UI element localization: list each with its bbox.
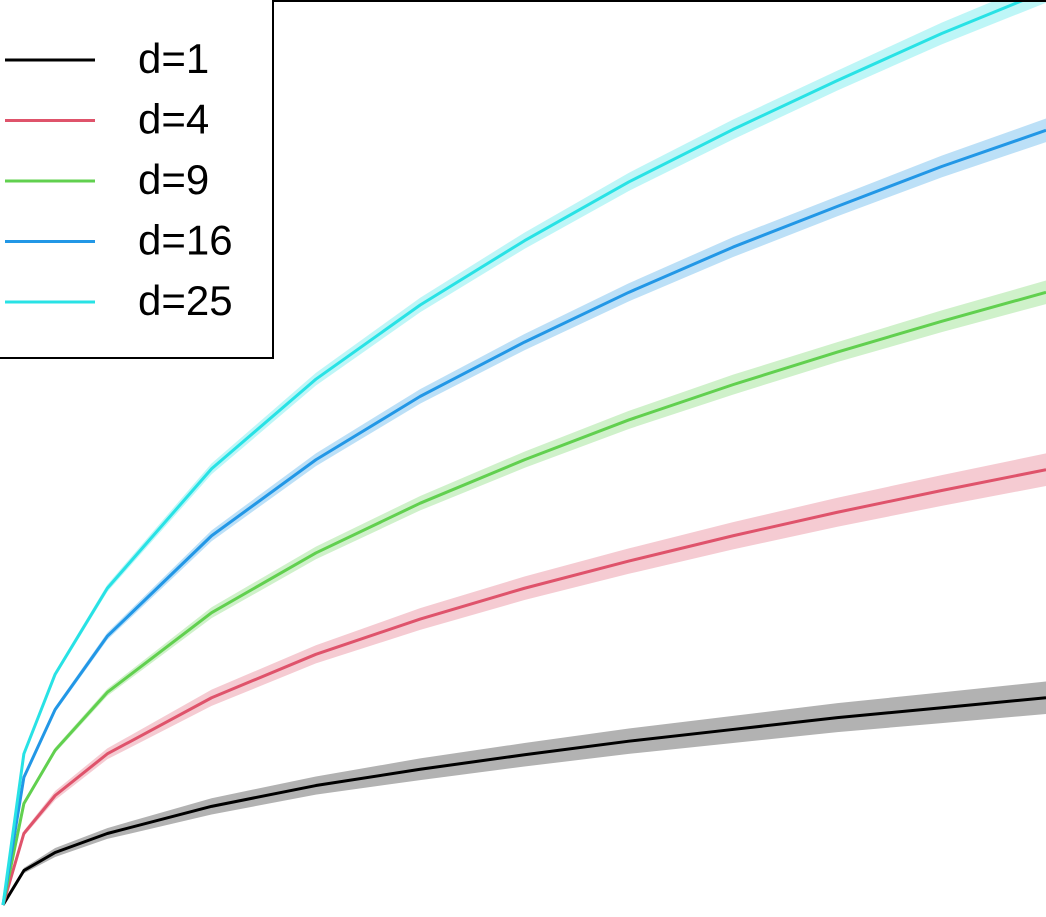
legend: d=1 d=4 d=9 d=16 d=25 (0, 0, 274, 359)
series-line (1, 696, 1046, 906)
series-line (1, 128, 1046, 906)
confidence-band (3, 453, 1046, 905)
legend-label: d=25 (138, 277, 233, 324)
legend-label: d=9 (138, 156, 209, 203)
series-line (1, 290, 1046, 906)
series-line (1, 0, 1028, 906)
confidence-band (3, 681, 1046, 905)
legend-label: d=1 (138, 35, 209, 82)
legend-label: d=4 (138, 96, 209, 143)
legend-label: d=16 (138, 217, 233, 264)
series-line (1, 468, 1046, 906)
